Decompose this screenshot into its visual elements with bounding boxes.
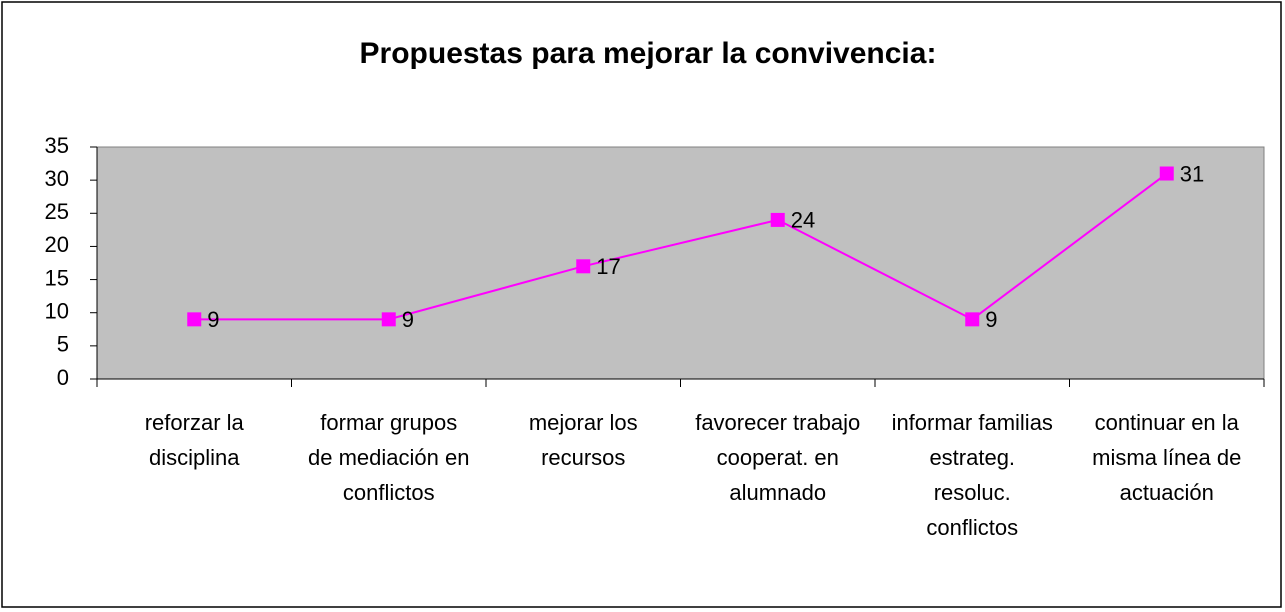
y-tick-label: 15 (45, 265, 69, 290)
x-tick-label: continuar en la misma línea de actuación (1092, 410, 1242, 505)
y-tick-label: 0 (57, 365, 69, 390)
x-tick-label: formar grupos de mediación en conflictos (308, 410, 470, 505)
marker (381, 312, 396, 327)
data-label: 9 (402, 307, 414, 332)
plot-area (96, 146, 1265, 380)
x-tick-label: favorecer trabajo cooperat. en alumnado (695, 410, 861, 505)
data-label: 31 (1180, 161, 1204, 186)
marker (187, 312, 202, 327)
data-label: 17 (596, 254, 620, 279)
x-tick-label: informar familias estrateg. resoluc. con… (891, 410, 1053, 540)
marker (576, 259, 591, 274)
y-tick-label: 20 (45, 232, 69, 257)
y-tick-label: 30 (45, 166, 69, 191)
y-tick-label: 35 (45, 133, 69, 158)
data-label: 9 (985, 307, 997, 332)
series-line (194, 172, 1168, 321)
data-label: 9 (207, 307, 219, 332)
y-tick-label: 5 (57, 332, 69, 357)
y-tick-label: 25 (45, 199, 69, 224)
marker (1159, 166, 1174, 181)
chart-title: Propuestas para mejorar la convivencia: (360, 37, 937, 70)
marker (965, 312, 980, 327)
data-label: 24 (791, 208, 815, 233)
x-tick-label: reforzar la disciplina (144, 410, 244, 470)
x-tick-label: mejorar los recursos (528, 410, 638, 470)
marker (770, 212, 785, 227)
y-tick-label: 10 (45, 299, 69, 324)
